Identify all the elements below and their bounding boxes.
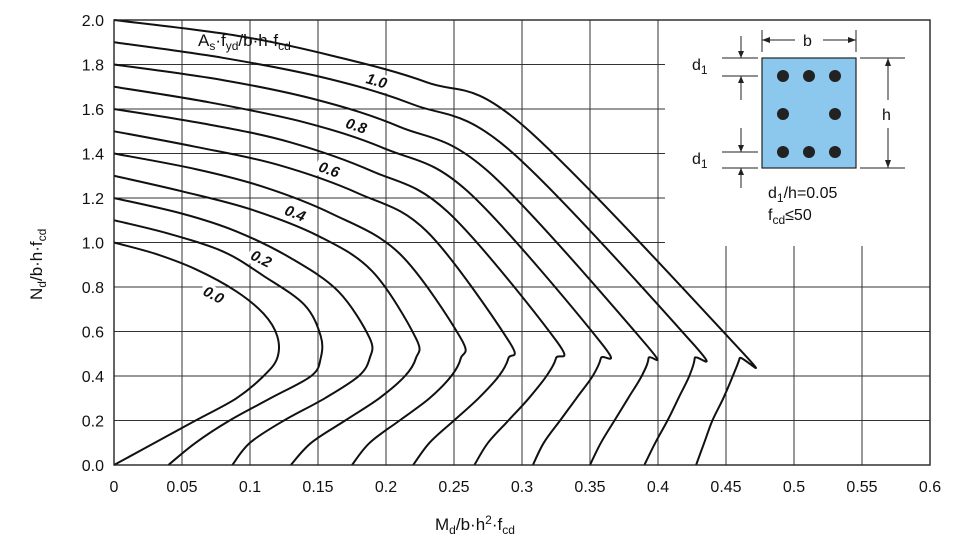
x-tick-label: 0.3: [511, 479, 533, 496]
curve-6: [113, 108, 566, 466]
rebar: [829, 146, 841, 158]
rebar: [803, 70, 815, 82]
curve-label-bg: [279, 201, 314, 228]
curves-family-label: As·fyd/b·h·fcd: [198, 31, 291, 53]
curve-7: [113, 85, 613, 466]
x-tick-label: 0.15: [302, 479, 333, 496]
x-axis-label: Md/b·h2·fcd: [435, 513, 515, 537]
curve-label: 1.0: [364, 70, 389, 92]
curve-label-bg: [361, 69, 395, 95]
y-tick-label: 1.2: [82, 191, 104, 208]
curve-3: [113, 174, 421, 466]
x-tick-label: 0.2: [375, 479, 397, 496]
curve-2: [113, 197, 374, 466]
y-tick-label: 2.0: [82, 13, 104, 30]
curve-0: [113, 241, 280, 466]
rebar: [777, 70, 789, 82]
rebar: [829, 108, 841, 120]
y-axis-label: Nd/b·h·fcd: [27, 229, 49, 300]
y-tick-label: 1.4: [82, 147, 104, 164]
curve-8: [113, 63, 659, 466]
b-label: b: [803, 33, 812, 50]
y-tick-label: 1.0: [82, 236, 104, 253]
x-tick-label: 0.25: [438, 479, 469, 496]
curve-label-bg: [245, 245, 280, 275]
d1-bottom-label: d1: [692, 151, 708, 171]
x-tick-label: 0.05: [166, 479, 197, 496]
curves: [113, 19, 757, 466]
inset-note-fcd: fcd≤50: [768, 207, 812, 227]
y-tick-label: 1.8: [82, 58, 104, 75]
rebar: [777, 146, 789, 158]
x-tick-label: 0.35: [574, 479, 605, 496]
curve-4: [113, 152, 467, 466]
curve-label: 0.8: [344, 115, 370, 138]
x-tick-label: 0.6: [919, 479, 941, 496]
d1-top-label: d1: [692, 57, 708, 77]
x-tick-label: 0.45: [710, 479, 741, 496]
curve-label: 0.4: [282, 202, 308, 226]
x-tick-label: 0: [110, 479, 119, 496]
curve-label: 0.6: [316, 159, 342, 182]
curve-5: [113, 130, 516, 466]
curve-label-bg: [340, 114, 375, 140]
curve-10: [113, 19, 757, 466]
y-tick-label: 0.0: [82, 458, 104, 475]
rebar: [777, 108, 789, 120]
y-tick-label: 0.8: [82, 280, 104, 297]
curve-label-bg: [313, 157, 348, 184]
y-tick-label: 0.2: [82, 414, 104, 431]
x-tick-label: 0.55: [846, 479, 877, 496]
y-tick-label: 0.4: [82, 369, 104, 386]
curve-label-bg: [197, 281, 232, 311]
h-label: h: [882, 107, 891, 124]
curve-1: [113, 219, 324, 466]
x-tick-label: 0.4: [647, 479, 669, 496]
rebar: [803, 146, 815, 158]
plot-frame: [113, 19, 931, 466]
x-tick-label: 0.5: [783, 479, 805, 496]
x-tick-label: 0.1: [239, 479, 261, 496]
ticks: 0 0.05 0.1 0.15 0.2 0.25 0.3 0.35 0.4 0.45 0.5 0.55…: [82, 13, 941, 496]
y-tick-label: 0.6: [82, 325, 104, 342]
section-inset: b h d1 d1 d1/h=0.05 fcd≤50: [665, 20, 930, 246]
curve-9: [113, 41, 708, 466]
inset-note-ratio: d1/h=0.05: [768, 185, 838, 205]
rebar: [829, 70, 841, 82]
y-tick-label: 1.6: [82, 102, 104, 119]
